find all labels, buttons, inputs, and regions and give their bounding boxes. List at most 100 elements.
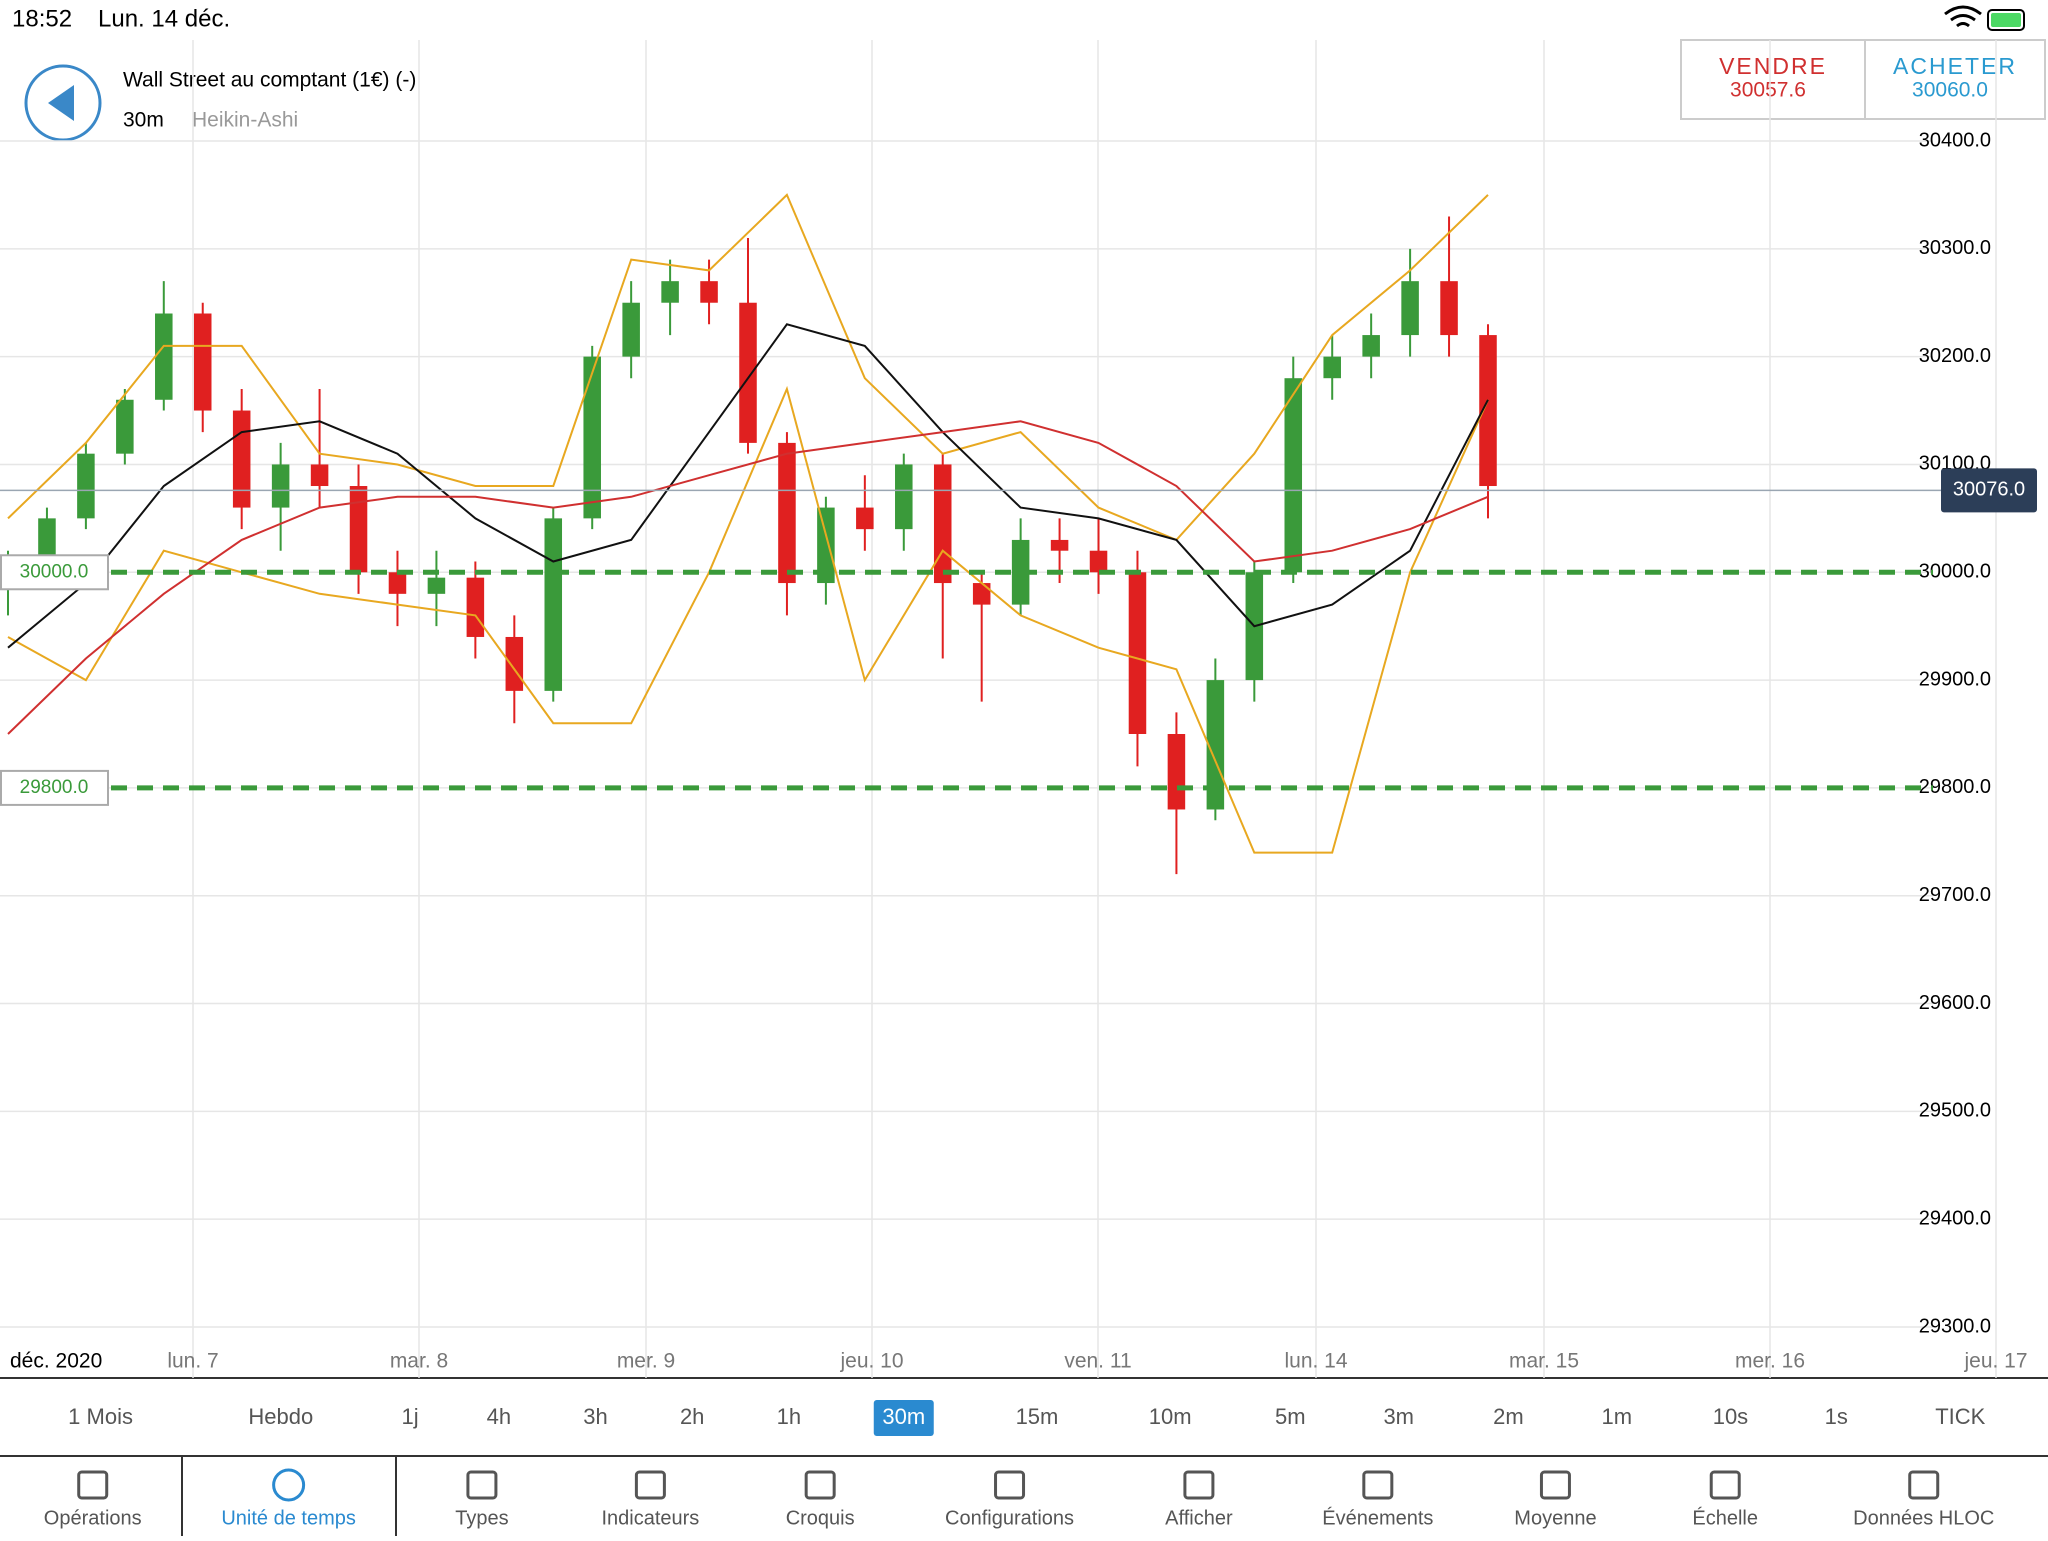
toolbar-button[interactable]: Afficher xyxy=(1165,1507,1233,1529)
toolbar-icon xyxy=(1908,1470,1940,1500)
toolbar-icon xyxy=(272,1468,306,1502)
last-price-label: 30076.0 xyxy=(1953,479,2025,501)
battery-icon xyxy=(1987,9,2025,31)
timeframe-button[interactable]: TICK xyxy=(1935,1404,1985,1429)
y-tick-label: 29500.0 xyxy=(1919,1100,1991,1122)
candle-body xyxy=(583,356,601,519)
timeframe-button[interactable]: 3m xyxy=(1383,1404,1414,1429)
y-tick-label: 29300.0 xyxy=(1919,1315,1991,1337)
toolbar-button[interactable]: Types xyxy=(455,1507,508,1529)
toolbar-button[interactable]: Événements xyxy=(1322,1506,1433,1529)
x-tick-label: jeu. 10 xyxy=(839,1350,903,1373)
timeframe-button[interactable]: 1h xyxy=(777,1404,801,1429)
instrument-title: Wall Street au comptant (1€) (-) xyxy=(123,69,416,92)
timeframe-button[interactable]: 15m xyxy=(1016,1404,1059,1429)
toolbar-button[interactable]: Unité de temps xyxy=(221,1507,356,1529)
candle-body xyxy=(895,464,913,530)
toolbar-icon xyxy=(1183,1470,1215,1500)
overlay-line xyxy=(7,323,1489,649)
timeframe-button[interactable]: 10s xyxy=(1713,1404,1748,1429)
timeframe-button[interactable]: 1 Mois xyxy=(68,1404,133,1429)
candle-body xyxy=(466,577,485,637)
candle-body xyxy=(817,507,835,584)
candle-body xyxy=(271,464,290,508)
candle-body xyxy=(933,464,952,584)
candle-body xyxy=(1362,335,1380,357)
toolbar-icon xyxy=(1539,1470,1571,1500)
toolbar-icon xyxy=(1362,1470,1394,1500)
candle-body xyxy=(1050,539,1069,551)
candle-body xyxy=(155,313,173,400)
timeframe-button[interactable]: 1s xyxy=(1825,1404,1848,1429)
candle-body xyxy=(1011,539,1030,605)
y-tick-label: 29800.0 xyxy=(1919,776,1991,798)
candle-body xyxy=(1128,572,1147,734)
timeframe-button[interactable]: 30m xyxy=(882,1404,925,1429)
controls: 1 Mois Hebdo 1j 4h 3h 2h 1h 30m 15m 10m 5m 3m 2m 1m 10… xyxy=(44,1400,1994,1539)
candle-body xyxy=(505,636,524,691)
candle-body xyxy=(661,281,679,303)
candle-body xyxy=(388,572,407,594)
timeframe-button[interactable]: 2m xyxy=(1493,1404,1524,1429)
toolbar-button[interactable]: Indicateurs xyxy=(601,1507,699,1529)
toolbar-button[interactable]: Croquis xyxy=(786,1507,855,1529)
timeframe-active-bg xyxy=(873,1400,934,1436)
timeframe-button[interactable]: Hebdo xyxy=(248,1404,313,1429)
y-tick-label: 30300.0 xyxy=(1919,237,1991,259)
sell-label[interactable]: VENDRE xyxy=(1719,53,1827,79)
x-tick-label: ven. 11 xyxy=(1064,1350,1131,1373)
candle-body xyxy=(193,313,212,411)
candle-body xyxy=(1440,281,1458,336)
toolbar-button[interactable]: Opérations xyxy=(44,1507,142,1529)
y-tick-label: 29700.0 xyxy=(1919,884,1991,906)
candle-body xyxy=(77,453,95,519)
candle-body xyxy=(544,518,563,691)
candle-body xyxy=(1089,550,1108,573)
chart-type-label: Heikin-Ashi xyxy=(192,109,298,132)
timeframe-button[interactable]: 4h xyxy=(487,1404,511,1429)
level-label: 30000.0 xyxy=(20,561,89,582)
timeframe-button[interactable]: 3h xyxy=(583,1404,607,1429)
buy-price[interactable]: 30060.0 xyxy=(1912,79,1988,102)
candle-body xyxy=(1167,734,1186,810)
toolbar-button[interactable]: Moyenne xyxy=(1514,1507,1596,1529)
back-arrow xyxy=(48,85,74,121)
y-tick-label: 30000.0 xyxy=(1919,561,1991,583)
candle-body xyxy=(856,507,874,530)
toolbar-button[interactable]: Configurations xyxy=(945,1507,1074,1529)
x-tick-label: lun. 7 xyxy=(167,1350,218,1373)
toolbar-button[interactable]: Données HLOC xyxy=(1853,1507,1994,1529)
y-tick-label: 29900.0 xyxy=(1919,668,1991,690)
x-tick-label: mer. 9 xyxy=(617,1350,675,1373)
toolbar-button[interactable]: Échelle xyxy=(1692,1506,1758,1529)
candle-body xyxy=(232,410,251,508)
x-tick-label: mer. 16 xyxy=(1735,1350,1805,1373)
chart: déc. 2020 lun. 7 mar. 8 mer. 9 jeu. 10 ven. 1… xyxy=(0,40,2037,1378)
timeframe-button[interactable]: 1m xyxy=(1602,1404,1633,1429)
sell-price[interactable]: 30057.6 xyxy=(1730,79,1806,102)
candle-body xyxy=(427,577,446,594)
timeframe-button[interactable]: 1j xyxy=(402,1404,419,1429)
candle-body xyxy=(1401,281,1419,336)
timeframe-button[interactable]: 5m xyxy=(1275,1404,1306,1429)
candle-body xyxy=(1284,378,1303,573)
x-tick-label: mar. 8 xyxy=(390,1350,448,1373)
timeframe-button[interactable]: 10m xyxy=(1149,1404,1192,1429)
level-tag xyxy=(0,769,109,806)
y-tick-label: 29400.0 xyxy=(1919,1207,1991,1229)
candle-body xyxy=(972,583,991,605)
candle-body xyxy=(1479,335,1497,487)
toolbar-icon xyxy=(634,1470,666,1500)
x-tick-label: lun. 14 xyxy=(1284,1350,1347,1373)
x-tick-label: jeu. 17 xyxy=(1963,1350,2027,1373)
overlay-line xyxy=(7,420,1489,735)
battery-level xyxy=(1991,13,2021,27)
toolbar-icon xyxy=(1709,1470,1741,1500)
timeframe-button[interactable]: 2h xyxy=(680,1404,704,1429)
wifi-icon xyxy=(1944,5,1982,28)
status-date: Lun. 14 déc. xyxy=(98,5,230,32)
candle-body xyxy=(1206,680,1225,810)
overlay-line xyxy=(7,193,1489,542)
buy-label[interactable]: ACHETER xyxy=(1893,53,2017,79)
